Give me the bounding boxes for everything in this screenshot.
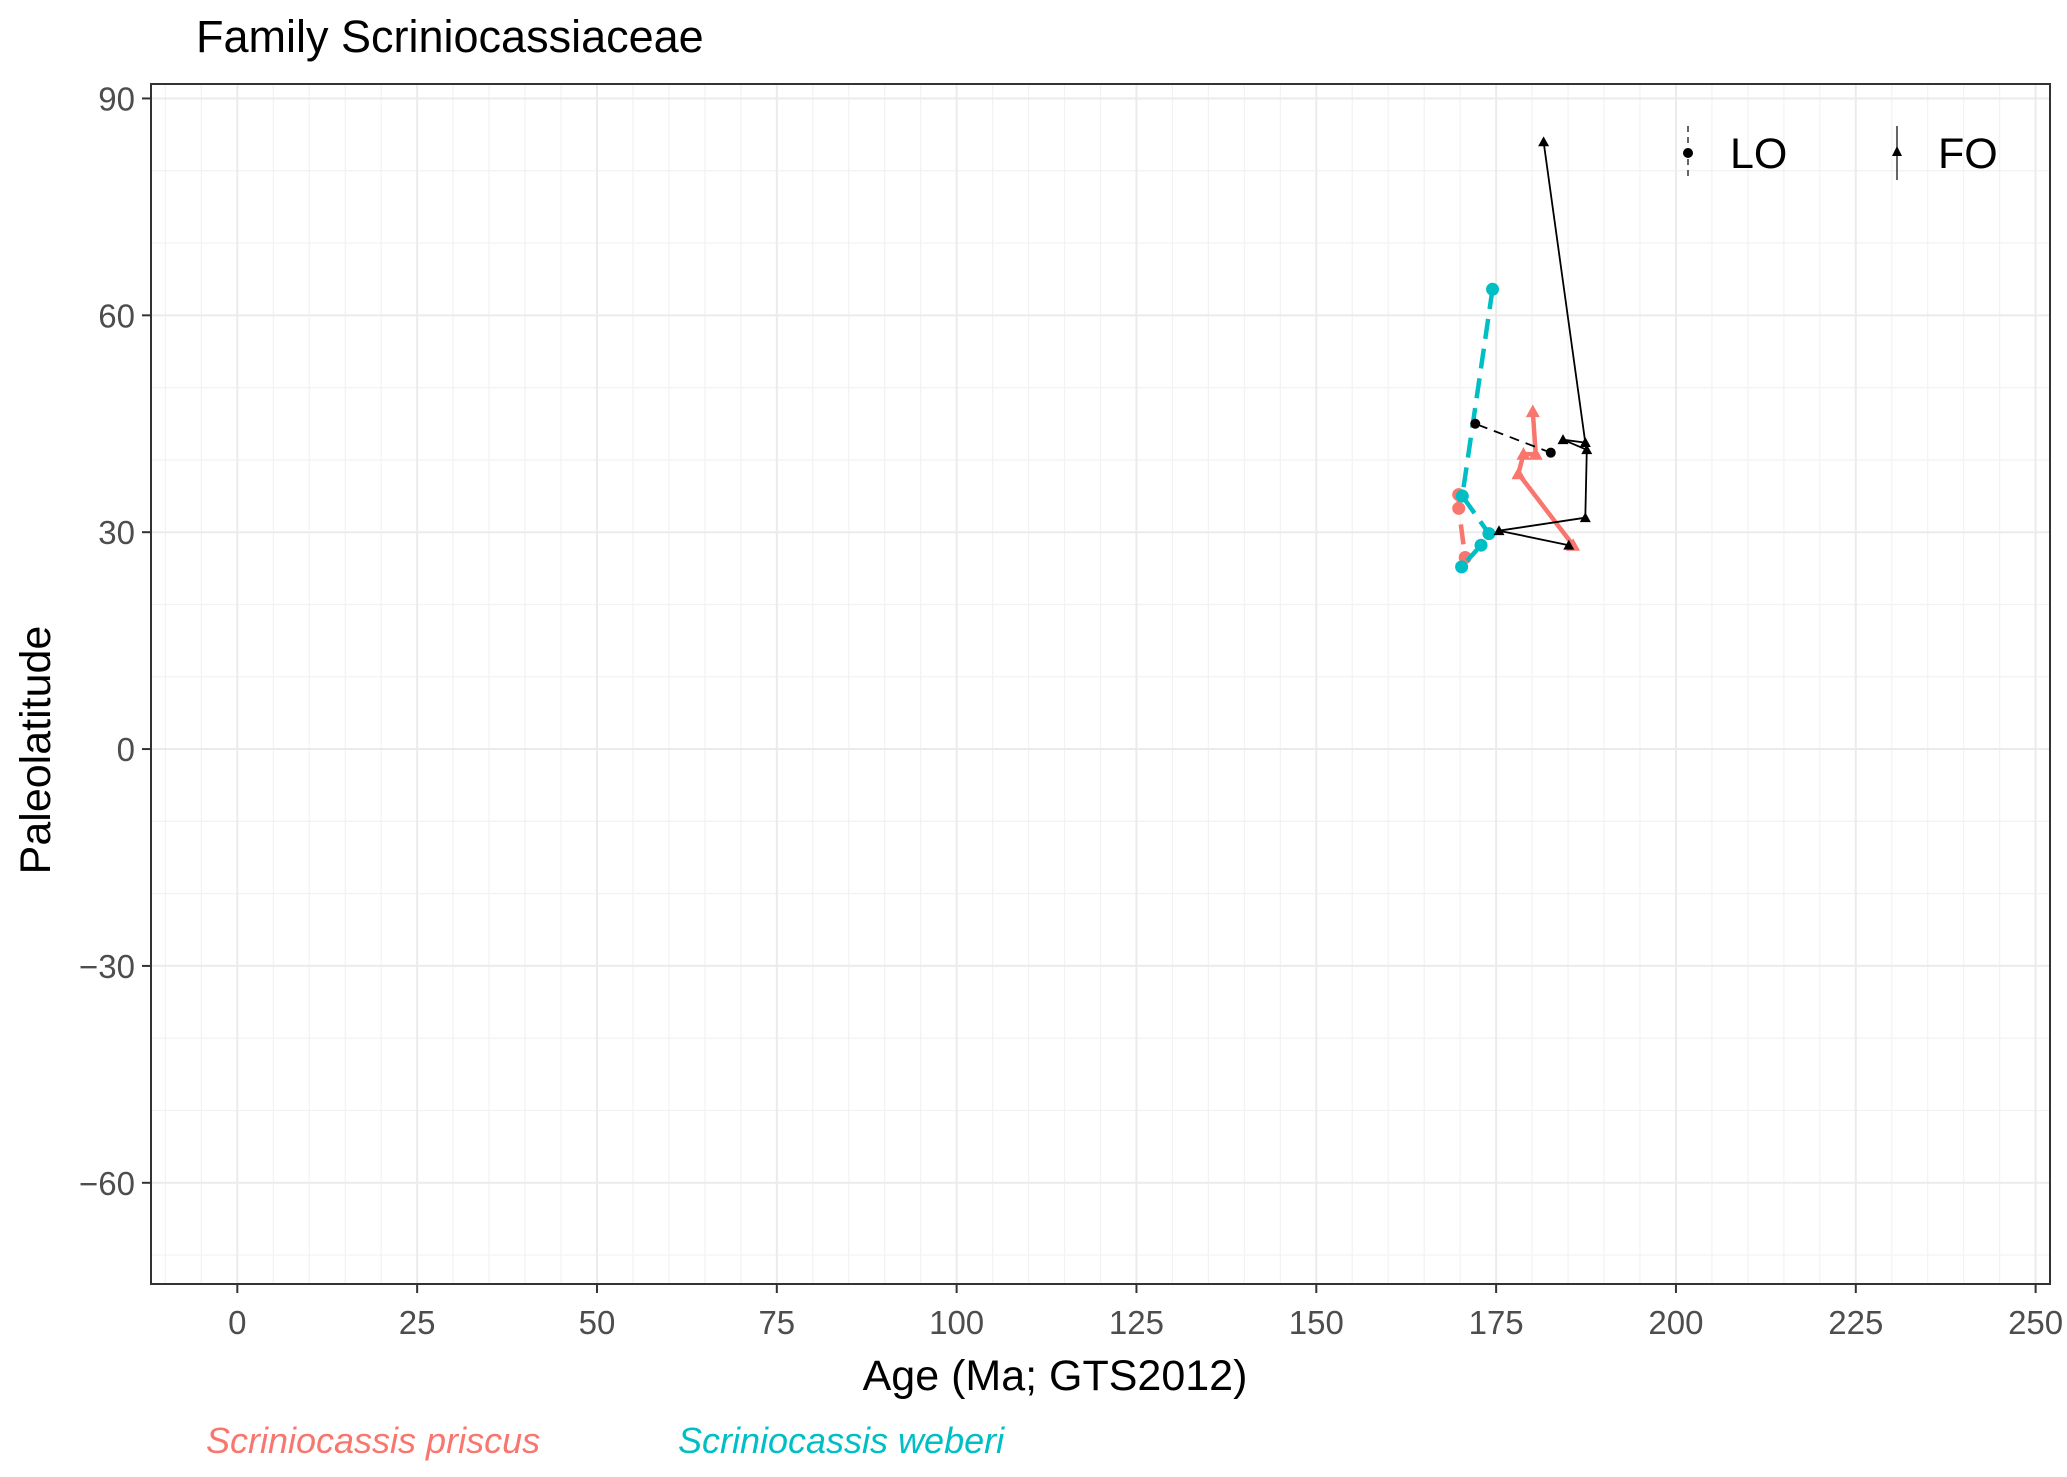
- x-tick-label: 75: [758, 1304, 795, 1341]
- species-label-weberi: Scriniocassis weberi: [678, 1420, 1005, 1461]
- fo-point: [1493, 525, 1505, 536]
- x-tick-label: 150: [1289, 1304, 1344, 1341]
- y-axis-tick-labels: −60 −30 0 30 60 90: [79, 80, 135, 1201]
- x-tick-label: 200: [1648, 1304, 1703, 1341]
- y-tick-label: −60: [79, 1165, 135, 1202]
- fo-point: [1579, 437, 1591, 447]
- y-tick-label: 30: [98, 514, 135, 551]
- legend: LO FO: [1683, 126, 1998, 180]
- lo-line: [1474, 422, 1552, 454]
- y-tick-label: 60: [98, 297, 135, 334]
- fo-point: [1538, 136, 1550, 147]
- legend-fo-marker-icon: [1892, 146, 1902, 156]
- x-tick-label: 0: [228, 1304, 246, 1341]
- series-scriniocassis-priscus: [1452, 404, 1581, 564]
- fo-point: [1581, 444, 1593, 455]
- chart-title: Family Scriniocassiaceae: [196, 11, 704, 62]
- y-tick-label: 90: [98, 80, 135, 117]
- lo-point: [1486, 282, 1500, 296]
- lo-point: [1455, 489, 1469, 503]
- x-tick-label: 125: [1109, 1304, 1164, 1341]
- lo-point: [1545, 447, 1556, 458]
- x-tick-label: 100: [929, 1304, 984, 1341]
- x-axis-tick-labels: 0 25 50 75 100 125 150 175 200 225 250: [228, 1304, 2063, 1341]
- axis-ticks: [142, 97, 2037, 1293]
- y-axis-label: Paleolatitude: [12, 626, 60, 875]
- x-tick-label: 25: [399, 1304, 436, 1341]
- y-tick-label: 0: [117, 731, 135, 768]
- fo-point: [1528, 447, 1543, 460]
- data-series: [1452, 136, 1593, 574]
- fo-point: [1516, 447, 1531, 460]
- fo-point: [1511, 466, 1526, 480]
- fo-point: [1563, 539, 1575, 550]
- species-label-priscus: Scriniocassis priscus: [206, 1420, 540, 1461]
- legend-lo-label: LO: [1730, 130, 1787, 178]
- x-tick-label: 175: [1469, 1304, 1524, 1341]
- lo-point: [1474, 538, 1488, 552]
- lo-point: [1455, 560, 1469, 574]
- series-unnamed: [1470, 136, 1593, 550]
- y-tick-label: −30: [79, 948, 135, 985]
- legend-lo-marker-icon: [1683, 148, 1693, 158]
- lo-point: [1482, 527, 1496, 541]
- fo-point: [1525, 404, 1540, 418]
- grid-lines: [151, 84, 2050, 1284]
- fo-point: [1557, 434, 1569, 445]
- x-axis-label: Age (Ma; GTS2012): [863, 1352, 1248, 1400]
- plot-panel-border: [150, 83, 2051, 1285]
- lo-point: [1452, 501, 1466, 515]
- fo-point: [1579, 512, 1591, 523]
- x-tick-label: 225: [1828, 1304, 1883, 1341]
- x-tick-label: 50: [579, 1304, 616, 1341]
- legend-fo-label: FO: [1938, 130, 1998, 178]
- x-tick-label: 250: [2008, 1304, 2063, 1341]
- lo-point: [1470, 418, 1481, 429]
